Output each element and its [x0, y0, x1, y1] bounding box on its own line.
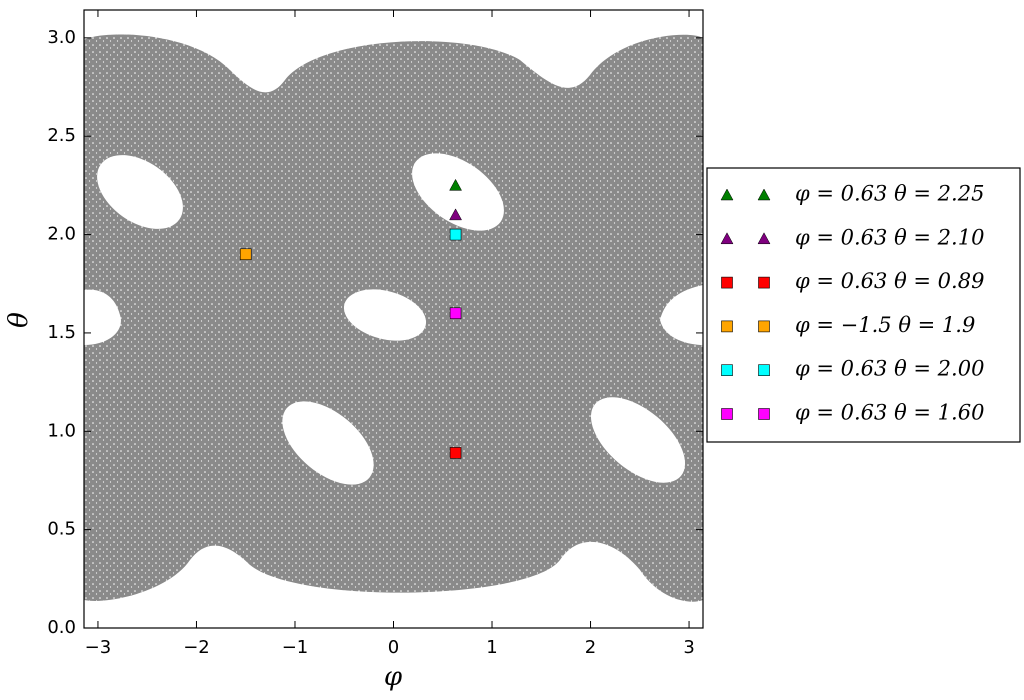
data-point	[449, 208, 462, 221]
legend-marker	[721, 408, 733, 420]
data-point	[449, 447, 462, 459]
legend-label: φ = 0.63 θ = 2.25	[795, 182, 984, 206]
legend-marker	[720, 188, 734, 201]
y-tick-label: 0.5	[47, 519, 76, 540]
y-tick-label: 3.0	[47, 27, 76, 48]
legend-label: φ = 0.63 θ = 2.00	[795, 357, 984, 381]
y-tick-label: 1.0	[47, 420, 76, 441]
x-tick-label: 0	[388, 637, 399, 658]
legend-marker	[757, 232, 771, 245]
x-tick-label: −1	[282, 637, 309, 658]
legend-label: φ = 0.63 θ = 0.89	[795, 269, 984, 293]
legend-marker	[758, 276, 770, 289]
legend-marker	[721, 364, 733, 377]
data-point	[449, 178, 462, 191]
data-point	[449, 307, 462, 320]
y-tick-label: 0.0	[47, 617, 76, 638]
x-tick-label: 3	[683, 637, 694, 658]
data-point	[449, 228, 462, 241]
legend-marker	[721, 320, 733, 333]
legend-label: φ = 0.63 θ = 2.10	[795, 225, 984, 249]
y-tick-label: 2.5	[47, 125, 76, 146]
x-axis-label: φ	[384, 662, 403, 692]
x-tick-label: −3	[85, 637, 112, 658]
legend-label: φ = 0.63 θ = 1.60	[795, 401, 984, 425]
y-tick-label: 2.0	[47, 224, 76, 245]
x-tick-label: −2	[183, 637, 210, 658]
data-point	[239, 248, 252, 261]
legend-marker	[758, 364, 770, 377]
y-tick-label: 1.5	[47, 322, 76, 343]
x-tick-label: 1	[486, 637, 497, 658]
legend-label: φ = −1.5 θ = 1.9	[795, 313, 975, 337]
chaotic-sea	[84, 34, 703, 602]
legend-box	[706, 167, 1021, 443]
y-axis-label: θ	[4, 312, 34, 328]
legend-marker	[721, 276, 733, 289]
legend-marker	[758, 320, 770, 333]
legend-marker	[758, 408, 770, 420]
legend-marker	[757, 188, 771, 201]
legend-marker	[720, 232, 734, 245]
x-tick-label: 2	[585, 637, 596, 658]
